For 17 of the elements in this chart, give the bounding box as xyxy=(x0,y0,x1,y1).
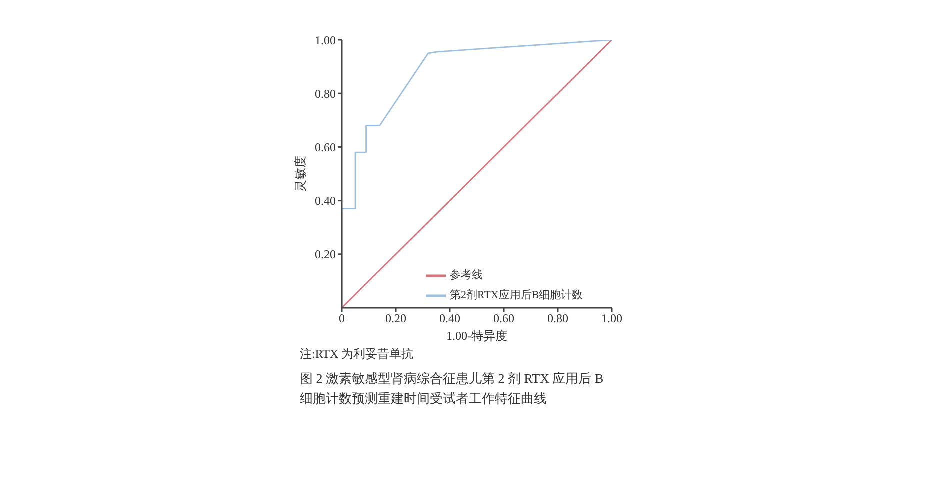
x-tick-label: 0.60 xyxy=(494,312,514,326)
y-tick-label: 0.40 xyxy=(315,194,336,208)
caption: 图 2 激素敏感型肾病综合征患儿第 2 剂 RTX 应用后 B 细胞计数预测重建时间受试者工作特征曲线 xyxy=(300,370,605,408)
y-tick-label: 0.20 xyxy=(315,248,336,262)
text: 注:RTX 为利妥昔单抗 xyxy=(300,346,414,363)
y-tick-label: 1.00 xyxy=(315,33,336,48)
legend-label: 参考线 xyxy=(450,270,483,282)
legend-label: 第2剂RTX应用后B细胞计数 xyxy=(450,290,584,302)
x-tick-label: 0.20 xyxy=(386,312,406,326)
x-tick-label: 0.40 xyxy=(440,312,460,326)
x-tick-label: 1.00 xyxy=(602,312,622,326)
x-axis-title: 1.00-特异度 xyxy=(446,329,508,343)
x-tick-label: 0 xyxy=(339,312,345,326)
y-tick-label: 0.60 xyxy=(315,140,336,154)
y-tick-label: 0.80 xyxy=(315,86,336,101)
x-tick-label: 0.80 xyxy=(548,312,568,326)
y-axis-title: 灵敏度 xyxy=(293,156,308,192)
